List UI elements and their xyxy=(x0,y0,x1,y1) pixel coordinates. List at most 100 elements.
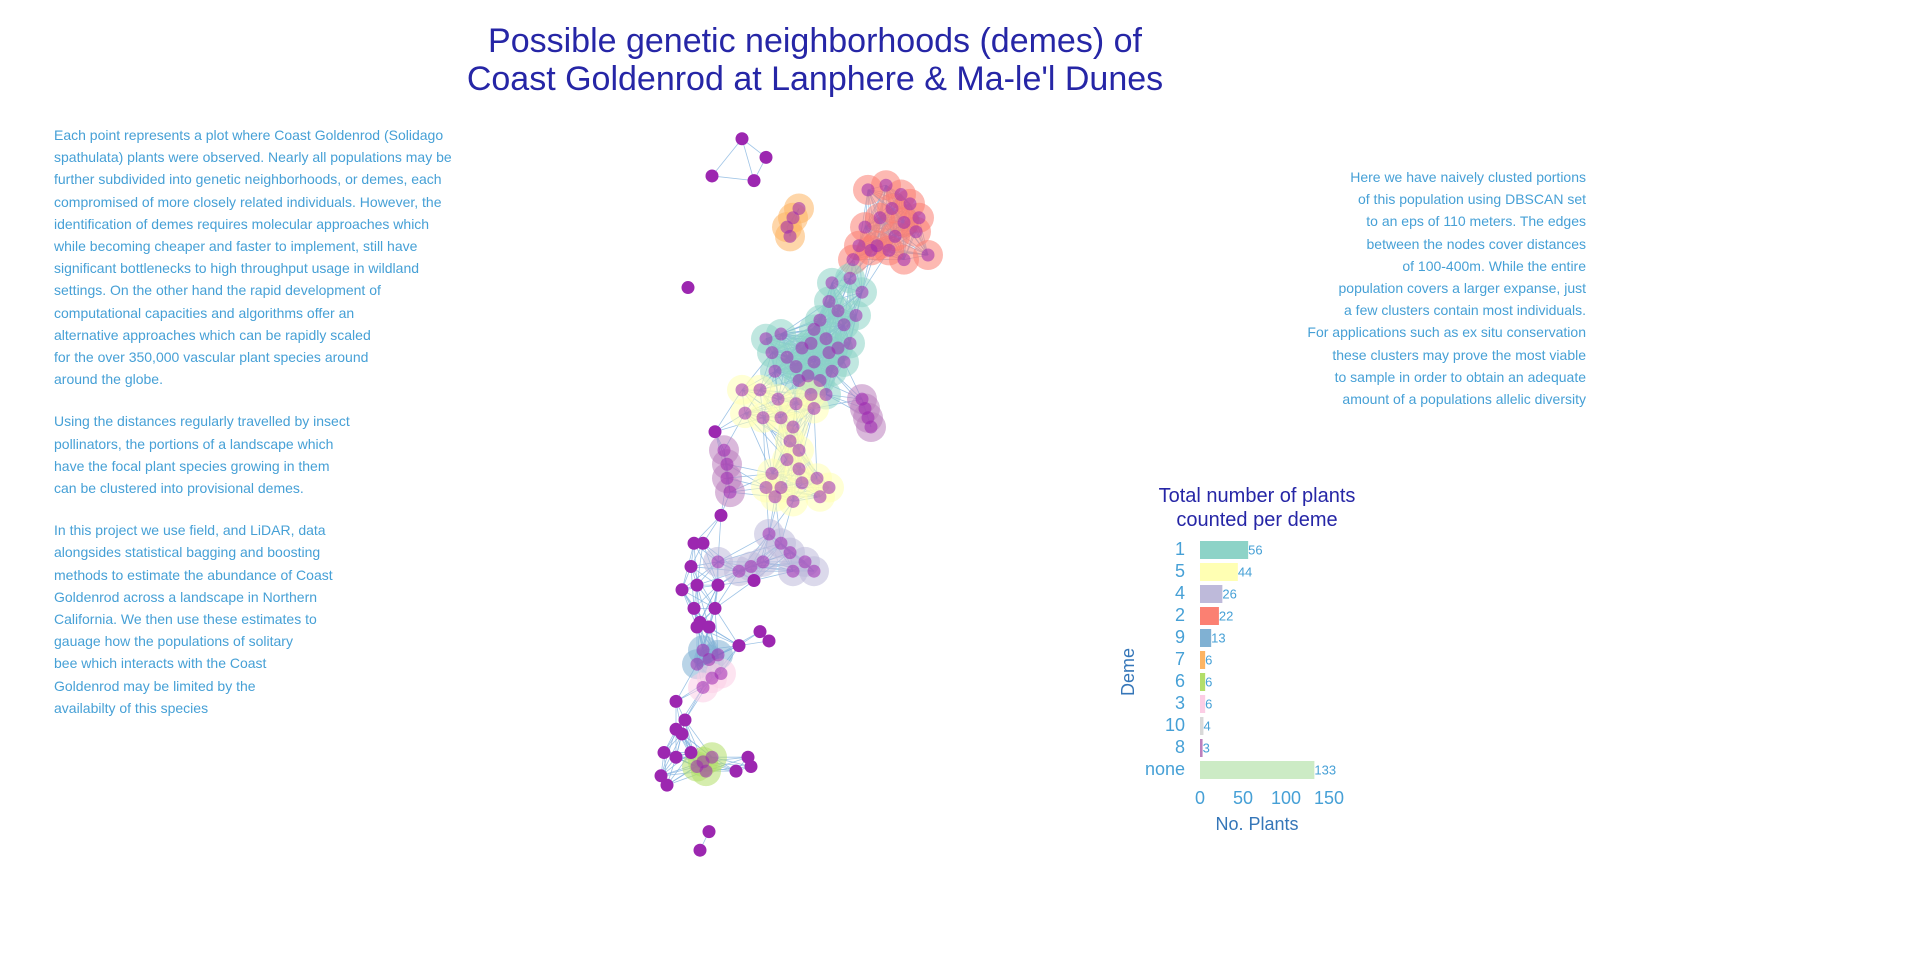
right-text-line: For applications such as ex situ conserv… xyxy=(1307,324,1586,341)
left-text-line: spathulata) plants were observed. Nearly… xyxy=(54,149,452,166)
node-unclustered xyxy=(654,769,668,783)
left-text-line: for the over 350,000 vascular plant spec… xyxy=(54,349,369,366)
x-tick-label: 150 xyxy=(1314,788,1344,808)
left-text-line: settings. On the other hand the rapid de… xyxy=(54,282,381,299)
left-text-line: computational capacities and algorithms … xyxy=(54,304,355,321)
node-deme-5 xyxy=(738,406,752,420)
node-unclustered xyxy=(684,746,698,760)
node-deme-2 xyxy=(861,183,875,197)
bar-deme-8 xyxy=(1200,739,1203,757)
node-deme-1 xyxy=(849,308,863,322)
node-unclustered xyxy=(693,843,707,857)
deme-tick-label: none xyxy=(1145,759,1185,779)
node-unclustered xyxy=(669,750,683,764)
node-deme-5 xyxy=(774,411,788,425)
bar-value-label: 3 xyxy=(1203,740,1210,755)
left-description: Each point represents a plot where Coast… xyxy=(54,124,514,719)
bar-deme-4 xyxy=(1200,585,1223,603)
node-deme-5 xyxy=(735,383,749,397)
node-unclustered xyxy=(678,713,692,727)
node-deme-1 xyxy=(831,304,845,318)
node-deme-1 xyxy=(780,350,794,364)
node-deme-5 xyxy=(768,490,782,504)
bar-value-label: 13 xyxy=(1211,630,1225,645)
deme-tick-label: 7 xyxy=(1175,649,1185,669)
node-deme-1 xyxy=(819,332,833,346)
node-deme-5 xyxy=(783,434,797,448)
node-unclustered xyxy=(735,132,749,146)
node-deme-4 xyxy=(756,555,770,569)
left-text-line: bee which interacts with the Coast xyxy=(54,655,267,672)
bar-value-label: 133 xyxy=(1314,762,1336,777)
bar-value-label: 44 xyxy=(1238,564,1252,579)
node-deme-1 xyxy=(825,276,839,290)
left-text-line: alternative approaches which can be rapi… xyxy=(54,326,371,343)
bar-chart-title: Total number of plants counted per deme xyxy=(1159,485,1356,531)
node-deme-2 xyxy=(873,211,887,225)
right-text-line: to an eps of 110 meters. The edges xyxy=(1366,213,1586,230)
left-text-line: around the globe. xyxy=(54,371,163,388)
node-deme-5 xyxy=(753,383,767,397)
node-unclustered xyxy=(687,536,701,550)
y-axis-label: Deme xyxy=(1118,648,1138,696)
node-deme-5 xyxy=(786,420,800,434)
right-text-line: amount of a populations allelic diversit… xyxy=(1342,391,1586,408)
network-edge xyxy=(741,138,755,181)
node-deme-1 xyxy=(807,355,821,369)
node-unclustered xyxy=(759,150,773,164)
deme-tick-label: 6 xyxy=(1175,671,1185,691)
node-deme-4 xyxy=(711,555,725,569)
title-line-2: Coast Goldenrod at Lanphere & Ma-le'l Du… xyxy=(466,60,1164,98)
x-tick-label: 50 xyxy=(1233,788,1253,808)
bar-deme-1 xyxy=(1200,541,1249,559)
node-deme-8 xyxy=(723,485,737,499)
node-deme-4 xyxy=(783,546,797,560)
node-deme-4 xyxy=(786,564,800,578)
title-line-1: Possible genetic neighborhoods (demes) o… xyxy=(488,22,1142,60)
node-unclustered xyxy=(684,560,698,574)
node-deme-5 xyxy=(780,453,794,467)
bar-value-label: 26 xyxy=(1222,586,1236,601)
left-text-line: availabilty of this species xyxy=(54,699,209,716)
node-deme-9 xyxy=(711,648,725,662)
x-axis-label: No. Plants xyxy=(1215,814,1298,834)
node-unclustered xyxy=(744,760,758,773)
node-unclustered xyxy=(690,620,704,634)
node-deme-1 xyxy=(837,355,851,369)
right-text-line: a few clusters contain most individuals. xyxy=(1344,302,1586,319)
node-deme-8 xyxy=(720,457,734,471)
node-deme-2 xyxy=(846,253,860,267)
right-description: Here we have naively clusted portions of … xyxy=(1240,166,1586,410)
bar-deme-2 xyxy=(1200,607,1219,625)
bar-deme-6 xyxy=(1200,673,1206,691)
left-text-line: Goldenrod may be limited by the xyxy=(54,677,256,694)
node-deme-6 xyxy=(705,750,719,764)
bar-value-label: 22 xyxy=(1219,608,1233,623)
bar-value-label: 4 xyxy=(1203,718,1210,733)
node-deme-1 xyxy=(822,346,836,360)
left-text-line: Each point represents a plot where Coast… xyxy=(54,127,444,143)
node-deme-2 xyxy=(858,220,872,234)
right-text-line: to sample in order to obtain an adequate xyxy=(1334,368,1586,385)
node-deme-4 xyxy=(732,564,746,578)
node-deme-1 xyxy=(813,313,827,327)
right-text-line: between the nodes cover distances xyxy=(1366,235,1586,252)
node-deme-9 xyxy=(690,657,704,671)
bar-value-label: 6 xyxy=(1205,696,1212,711)
left-text-line: Using the distances regularly travelled … xyxy=(54,413,350,430)
node-deme-2 xyxy=(921,248,935,262)
node-unclustered xyxy=(657,746,671,760)
left-text-line: gauage how the populations of solitary xyxy=(54,633,293,650)
left-text-line: can be clustered into provisional demes. xyxy=(54,480,304,497)
node-deme-1 xyxy=(819,388,833,401)
x-tick-label: 0 xyxy=(1195,788,1205,808)
node-deme-7 xyxy=(792,202,806,215)
node-deme-3 xyxy=(714,667,728,680)
node-deme-5 xyxy=(765,467,779,481)
node-deme-5 xyxy=(804,388,818,401)
node-deme-5 xyxy=(810,471,824,485)
bar-value-label: 56 xyxy=(1248,542,1262,557)
node-unclustered xyxy=(687,601,701,615)
node-deme-5 xyxy=(792,443,806,457)
left-text-line: pollinators, the portions of a landscape… xyxy=(54,435,334,452)
